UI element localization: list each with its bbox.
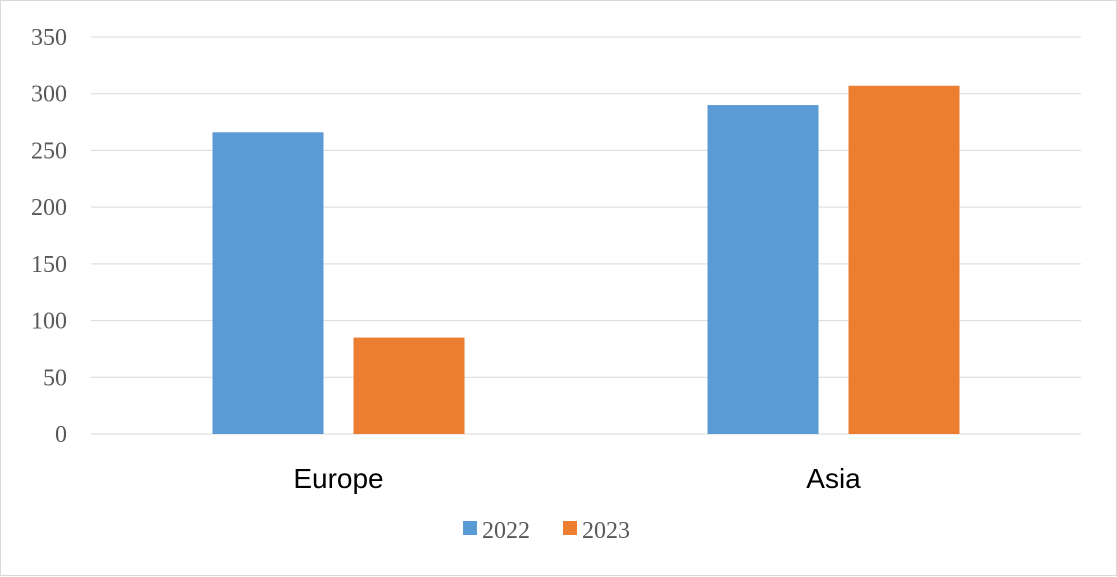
bar-europe-2022 <box>212 132 324 434</box>
x-axis-labels: Europe Asia <box>293 463 861 494</box>
bars <box>212 85 960 435</box>
y-axis-labels: 0 50 100 150 200 250 300 350 <box>31 25 67 448</box>
legend-label: 2022 <box>482 518 530 544</box>
bar-asia-2022 <box>707 105 819 435</box>
y-tick-label: 300 <box>31 82 67 108</box>
y-tick-label: 150 <box>31 252 67 278</box>
y-tick-label: 100 <box>31 309 67 335</box>
x-category-label: Asia <box>806 463 861 494</box>
y-tick-label: 0 <box>55 422 67 448</box>
bar-asia-2023 <box>848 85 960 434</box>
bar-europe-2023 <box>353 337 465 434</box>
legend-swatch <box>463 521 477 535</box>
y-tick-label: 200 <box>31 195 67 221</box>
y-tick-label: 350 <box>31 25 67 51</box>
y-tick-label: 250 <box>31 138 67 164</box>
x-category-label: Europe <box>293 463 383 494</box>
legend: 2022 2023 <box>463 518 630 544</box>
y-tick-label: 50 <box>43 365 67 391</box>
legend-label: 2023 <box>582 518 630 544</box>
legend-swatch <box>563 521 577 535</box>
